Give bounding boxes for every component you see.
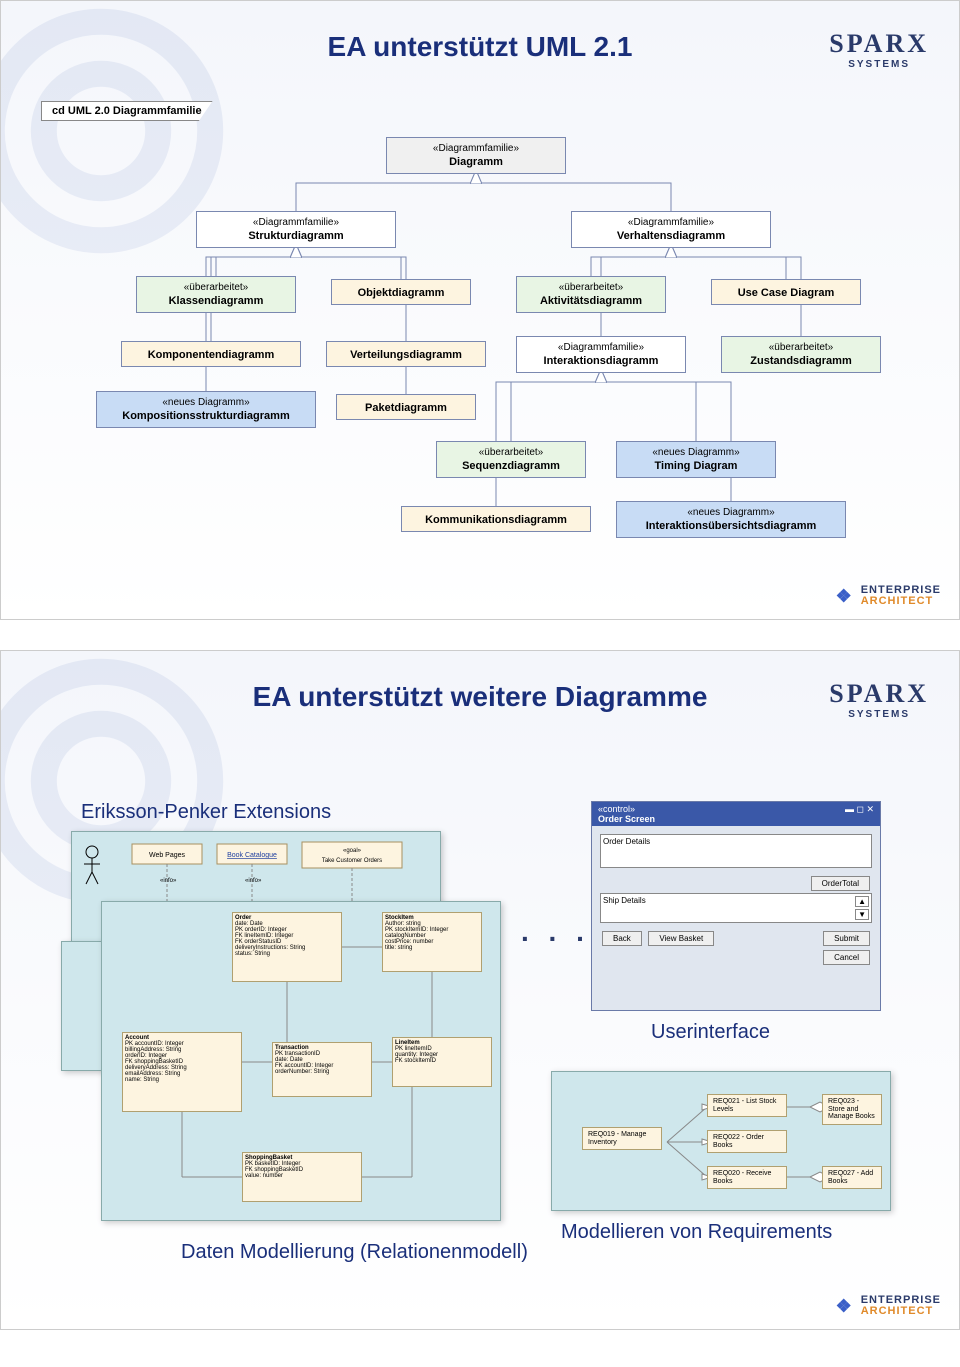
ea-footer-logo: ❖ ENTERPRISE ARCHITECT: [833, 1295, 941, 1317]
req-019: REQ019 - Manage Inventory: [582, 1127, 662, 1150]
submit-button[interactable]: Submit: [823, 931, 870, 946]
label-eriksson-penker: Eriksson-Penker Extensions: [81, 801, 331, 824]
ellipsis-dots: . . .: [521, 916, 590, 948]
svg-text:Web Pages: Web Pages: [149, 852, 186, 859]
ship-details-field[interactable]: Ship Details ▲ ▼: [600, 893, 872, 923]
uml-diagram-area: cd UML 2.0 Diagrammfamilie «Diagrammfami…: [41, 101, 919, 571]
node-aktiv: «überarbeitet»Aktivitätsdiagramm: [516, 276, 666, 313]
node-root: «Diagrammfamilie»Diagramm: [386, 137, 566, 174]
order-details-field[interactable]: Order Details: [600, 834, 872, 868]
node-klasse: «überarbeitet»Klassendiagramm: [136, 276, 296, 313]
node-neukomp: «neues Diagramm»Kompositionsstrukturdiag…: [96, 391, 316, 428]
sparx-logo-text1: SPARX: [829, 29, 929, 59]
erd-transaction: TransactionPK transactionIDdate: DateFK …: [272, 1042, 372, 1097]
node-timing: «neues Diagramm»Timing Diagram: [616, 441, 776, 478]
req-020: REQ020 - Receive Books: [707, 1166, 787, 1189]
window-controls-icon: ▬ ◻ ✕: [845, 804, 874, 824]
node-usecase: Use Case Diagram: [711, 279, 861, 305]
ui-mockup-window: «control»Order Screen ▬ ◻ ✕ Order Detail…: [591, 801, 881, 1011]
thumb-requirements: REQ019 - Manage Inventory REQ021 - List …: [551, 1071, 891, 1211]
node-verteil: Verteilungsdiagramm: [326, 341, 486, 367]
node-komm: Kommunikationsdiagramm: [401, 506, 591, 532]
node-objekt: Objektdiagramm: [331, 279, 471, 305]
erd-stockitem: StockItemAuthor: stringPK stockItemID: I…: [382, 912, 482, 972]
sparx-logo: SPARX SYSTEMS: [829, 679, 929, 720]
sparx-logo-text2: SYSTEMS: [829, 59, 929, 70]
svg-text:Book Catalogue: Book Catalogue: [227, 852, 277, 859]
erd-account: AccountPK accountID: IntegerbillingAddre…: [122, 1032, 242, 1112]
svg-text:«goal»: «goal»: [343, 848, 362, 854]
cancel-button[interactable]: Cancel: [823, 950, 870, 965]
node-ueber: «neues Diagramm»Interaktionsübersichtsdi…: [616, 501, 846, 538]
svg-text:Take Customer Orders: Take Customer Orders: [322, 858, 382, 864]
label-userinterface: Userinterface: [651, 1021, 770, 1044]
node-komp: Komponentendiagramm: [121, 341, 301, 367]
req-022: REQ022 - Order Books: [707, 1130, 787, 1153]
node-struct: «Diagrammfamilie»Strukturdiagramm: [196, 211, 396, 248]
back-button[interactable]: Back: [602, 931, 642, 946]
erd-lineitem: LineItemPK lineItemIDquantity: IntegerFK…: [392, 1037, 492, 1087]
view-basket-button[interactable]: View Basket: [648, 931, 714, 946]
thumb-erd-main: Orderdate: DatePK orderID: IntegerFK lin…: [101, 901, 501, 1221]
slide-more-diagrams: EA unterstützt weitere Diagramme SPARX S…: [0, 650, 960, 1330]
req-023: REQ023 - Store and Manage Books: [822, 1094, 882, 1125]
slide-uml21: EA unterstützt UML 2.1 SPARX SYSTEMS cd …: [0, 0, 960, 620]
diagram-frame-label: cd UML 2.0 Diagrammfamilie: [41, 101, 213, 121]
scroll-down-icon[interactable]: ▼: [855, 909, 869, 920]
slide2-title: EA unterstützt weitere Diagramme: [1, 681, 959, 713]
ordertotal-button[interactable]: OrderTotal: [811, 876, 870, 891]
erd-basket: ShoppingBasketPK basketID: IntegerFK sho…: [242, 1152, 362, 1202]
req-027: REQ027 - Add Books: [822, 1166, 882, 1189]
scroll-up-icon[interactable]: ▲: [855, 896, 869, 907]
erd-order: Orderdate: DatePK orderID: IntegerFK lin…: [232, 912, 342, 982]
node-behav: «Diagrammfamilie»Verhaltensdiagramm: [571, 211, 771, 248]
node-interakt: «Diagrammfamilie»Interaktionsdiagramm: [516, 336, 686, 373]
svg-text:«info»: «info»: [245, 878, 262, 884]
ea-glyph-icon: ❖: [833, 585, 855, 607]
req-021: REQ021 - List Stock Levels: [707, 1094, 787, 1117]
ui-titlebar: «control»Order Screen ▬ ◻ ✕: [592, 802, 880, 826]
node-paket: Paketdiagramm: [336, 394, 476, 420]
ea-glyph-icon: ❖: [833, 1295, 855, 1317]
slide1-title: EA unterstützt UML 2.1: [1, 31, 959, 63]
node-sequenz: «überarbeitet»Sequenzdiagramm: [436, 441, 586, 478]
label-data-modelling: Daten Modellierung (Relationenmodell): [181, 1241, 528, 1264]
ea-footer-logo: ❖ ENTERPRISE ARCHITECT: [833, 585, 941, 607]
svg-text:«info»: «info»: [160, 878, 177, 884]
label-requirements: Modellieren von Requirements: [561, 1221, 832, 1244]
node-zustand: «überarbeitet»Zustandsdiagramm: [721, 336, 881, 373]
sparx-logo: SPARX SYSTEMS: [829, 29, 929, 70]
ea-footer-text2: ARCHITECT: [861, 596, 941, 607]
